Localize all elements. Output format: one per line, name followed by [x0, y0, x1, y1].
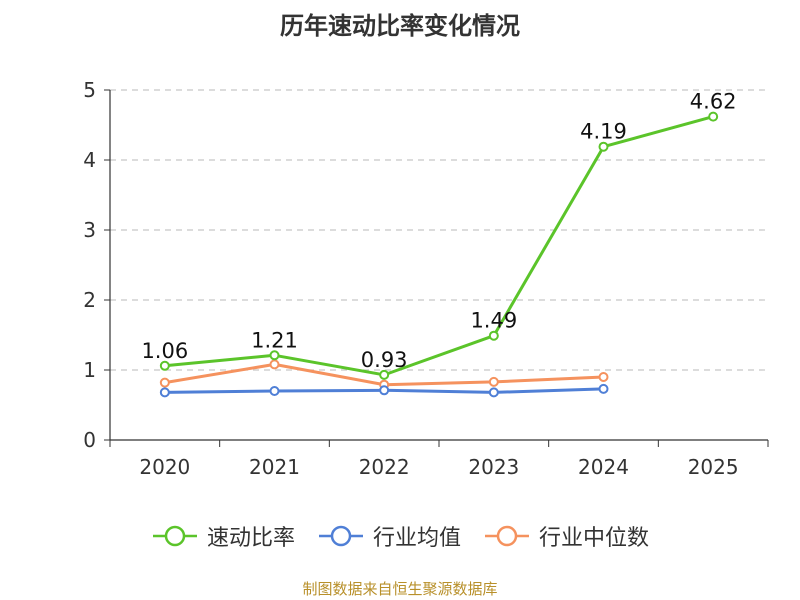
data-label: 1.49: [470, 309, 517, 333]
data-labels: 1.06 1.21 0.93 1.49 4.19 4.62: [141, 90, 736, 372]
data-point: [598, 372, 609, 382]
data-point: [598, 383, 609, 394]
legend-marker-icon: [485, 525, 529, 547]
legend-item-industry-mean[interactable]: 行业均值: [317, 520, 461, 552]
legend-label: 速动比率: [206, 526, 295, 551]
x-tick-label: 2023: [468, 455, 519, 479]
data-point: [598, 141, 609, 152]
data-point: [159, 387, 170, 398]
source-note: 制图数据来自恒生聚源数据库: [302, 580, 498, 598]
data-point: [488, 330, 499, 341]
data-point: [159, 377, 170, 388]
data-label: 4.62: [690, 90, 737, 114]
legend-label: 行业中位数: [539, 526, 650, 551]
legend-item-industry-median[interactable]: 行业中位数: [483, 520, 649, 552]
data-point: [488, 376, 499, 387]
data-label: 1.21: [251, 328, 298, 352]
legend-label: 行业均值: [372, 526, 461, 551]
y-tick-label: 4: [83, 148, 96, 172]
y-tick-label: 5: [83, 78, 96, 102]
data-label: 0.93: [361, 348, 408, 372]
data-point: [379, 385, 390, 396]
x-tick-label: 2021: [249, 455, 300, 479]
data-point: [488, 387, 499, 398]
legend: 速动比率 行业均值 行业中位数: [0, 520, 800, 552]
x-tick-label: 2024: [578, 455, 629, 479]
data-point: [269, 350, 280, 361]
x-tick-label: 2025: [688, 455, 739, 479]
legend-marker-icon: [318, 525, 363, 547]
series-line: [164, 115, 714, 377]
data-point: [708, 111, 719, 122]
grid-lines: [110, 89, 768, 371]
legend-item-quick-ratio[interactable]: 速动比率: [151, 520, 295, 552]
x-tick-label: 2022: [359, 455, 410, 479]
data-point: [269, 386, 280, 396]
data-label: 1.06: [141, 339, 188, 363]
data-label: 4.19: [580, 120, 627, 144]
y-tick-label: 0: [83, 428, 96, 452]
series-lines: [159, 111, 719, 398]
data-point: [269, 359, 280, 370]
y-tick-label: 1: [83, 358, 96, 382]
chart-title: 历年速动比率变化情况: [280, 12, 520, 40]
x-tick-label: 2020: [139, 455, 190, 479]
axes: 0 1 2 3 4 5 2020 2021 2022 2023 2024 2025: [83, 78, 769, 479]
data-point: [159, 360, 170, 371]
y-tick-label: 2: [83, 288, 96, 312]
legend-marker-icon: [152, 525, 197, 547]
data-point: [379, 369, 390, 380]
y-tick-label: 3: [83, 218, 96, 242]
